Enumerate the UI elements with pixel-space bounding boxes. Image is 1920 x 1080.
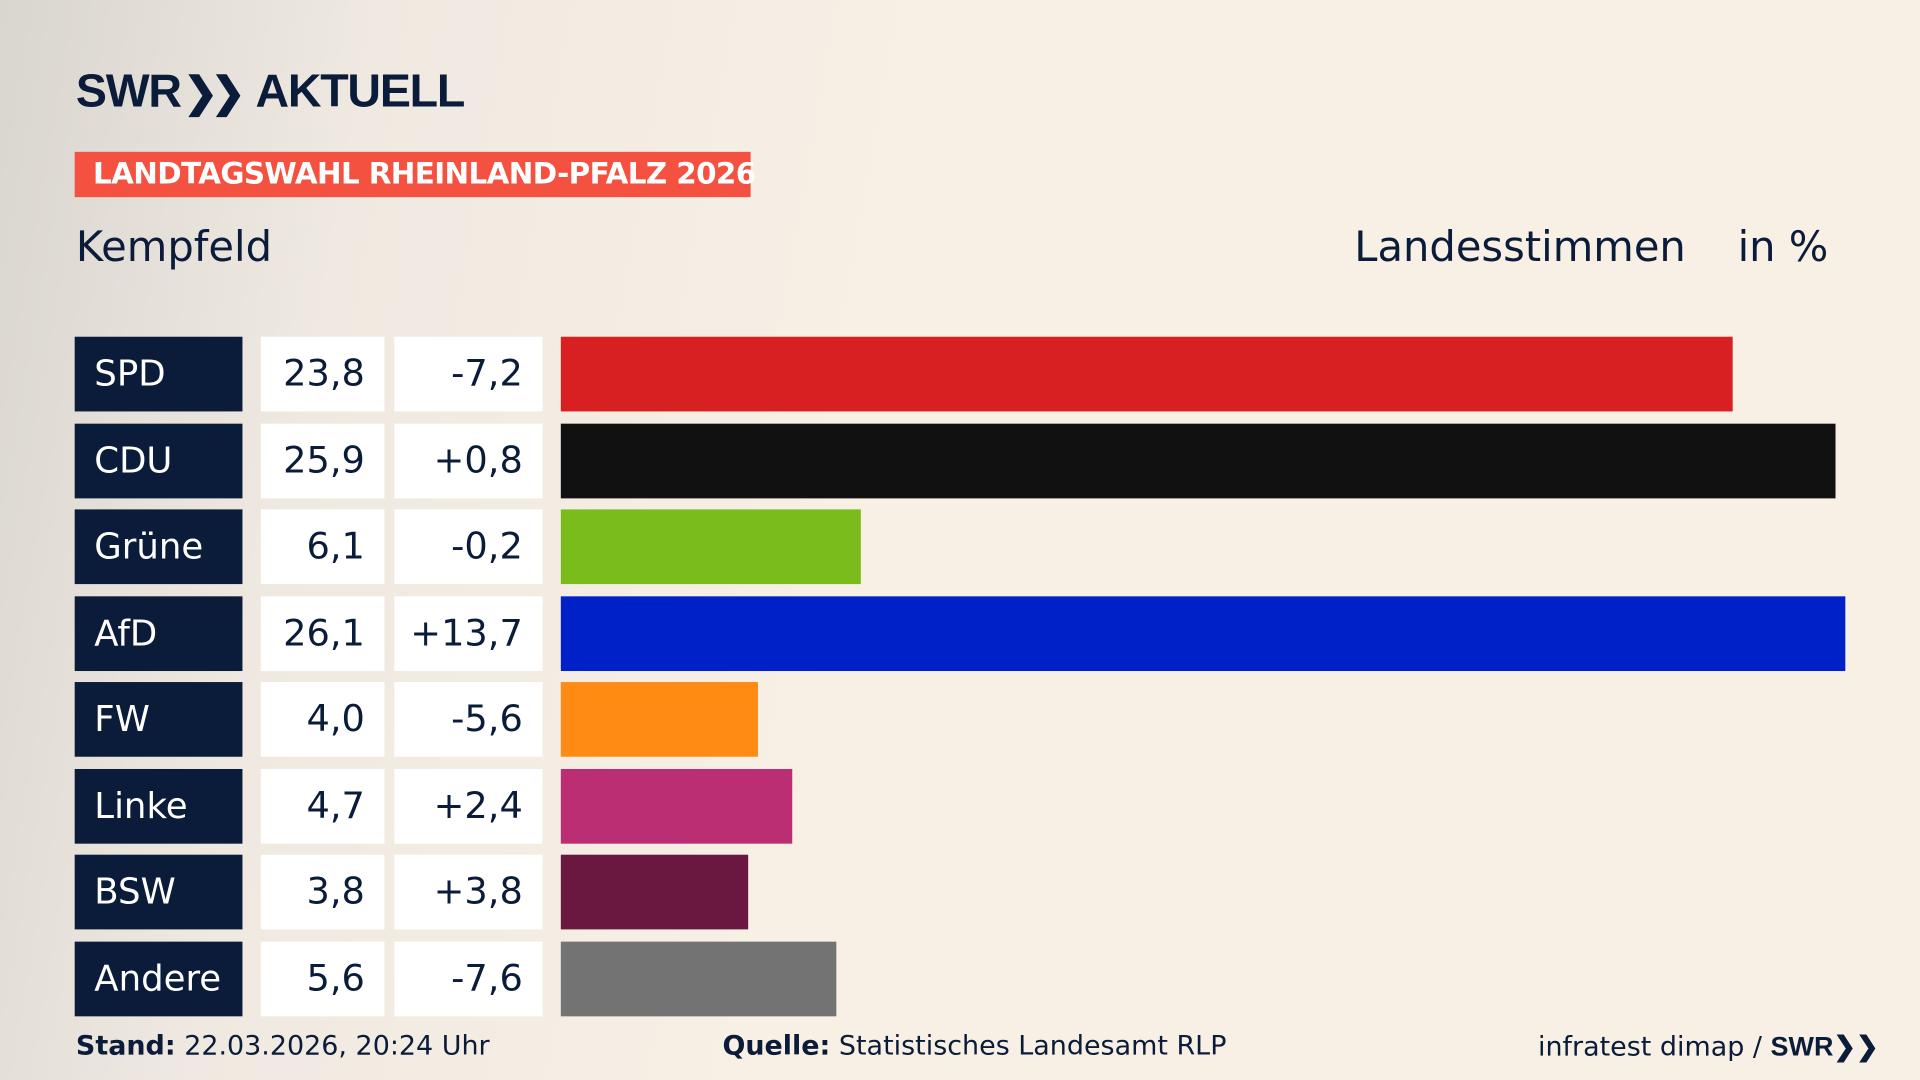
change-label: +3,8: [394, 854, 543, 930]
change-label: +2,4: [394, 768, 543, 844]
bar-cdu: [560, 423, 1836, 498]
party-label: Linke: [74, 768, 243, 844]
measure-label: Landesstimmen: [1354, 222, 1686, 272]
party-label: FW: [74, 682, 243, 757]
bar-andere: [560, 941, 837, 1016]
unit-label: in %: [1737, 222, 1829, 272]
stand-label: Stand:: [75, 1031, 176, 1062]
source-value: Statistisches Landesamt RLP: [838, 1031, 1227, 1062]
vote-share-label: 4,0: [260, 682, 385, 757]
swr-logo-small: SWR❯❯: [1770, 1031, 1879, 1062]
party-label: SPD: [74, 336, 243, 412]
credit-text: infratest dimap /: [1537, 1032, 1762, 1063]
vote-share-label: 26,1: [260, 595, 385, 671]
party-label: AfD: [74, 595, 243, 671]
bar-spd: [560, 336, 1733, 412]
change-label: -7,2: [394, 336, 543, 412]
chevron-logo-icon: ❯❯: [183, 69, 245, 117]
swr-aktuell-logo: SWR❯❯ AKTUELL: [75, 66, 465, 118]
party-label: Grüne: [74, 509, 243, 585]
change-label: -7,6: [394, 941, 543, 1016]
bar-afd: [560, 595, 1846, 671]
election-banner: LANDTAGSWAHL RHEINLAND-PFALZ 2026: [74, 151, 756, 198]
bar-linke: [560, 768, 793, 844]
source: Quelle: Statistisches Landesamt RLP: [722, 1031, 1226, 1062]
stand-value: 22.03.2026, 20:24 Uhr: [184, 1031, 490, 1062]
change-label: +13,7: [394, 595, 543, 671]
change-label: -0,2: [394, 509, 543, 585]
vote-share-label: 5,6: [260, 941, 385, 1016]
bar-grüne: [560, 509, 862, 585]
vote-share-label: 6,1: [260, 509, 385, 585]
timestamp: Stand: 22.03.2026, 20:24 Uhr: [76, 1031, 490, 1062]
vote-share-label: 4,7: [260, 768, 385, 844]
change-label: +0,8: [394, 423, 543, 498]
credit: infratest dimap / SWR❯❯: [1538, 1031, 1879, 1063]
vote-share-label: 23,8: [260, 336, 385, 412]
party-label: BSW: [74, 854, 243, 930]
region-title: Kempfeld: [75, 222, 273, 272]
change-label: -5,6: [394, 682, 543, 757]
party-label: CDU: [74, 423, 243, 498]
bar-bsw: [560, 854, 748, 930]
bar-fw: [560, 682, 758, 757]
vote-share-label: 3,8: [260, 854, 385, 930]
source-label: Quelle:: [722, 1031, 831, 1062]
vote-share-label: 25,9: [260, 423, 385, 498]
party-label: Andere: [74, 941, 243, 1016]
